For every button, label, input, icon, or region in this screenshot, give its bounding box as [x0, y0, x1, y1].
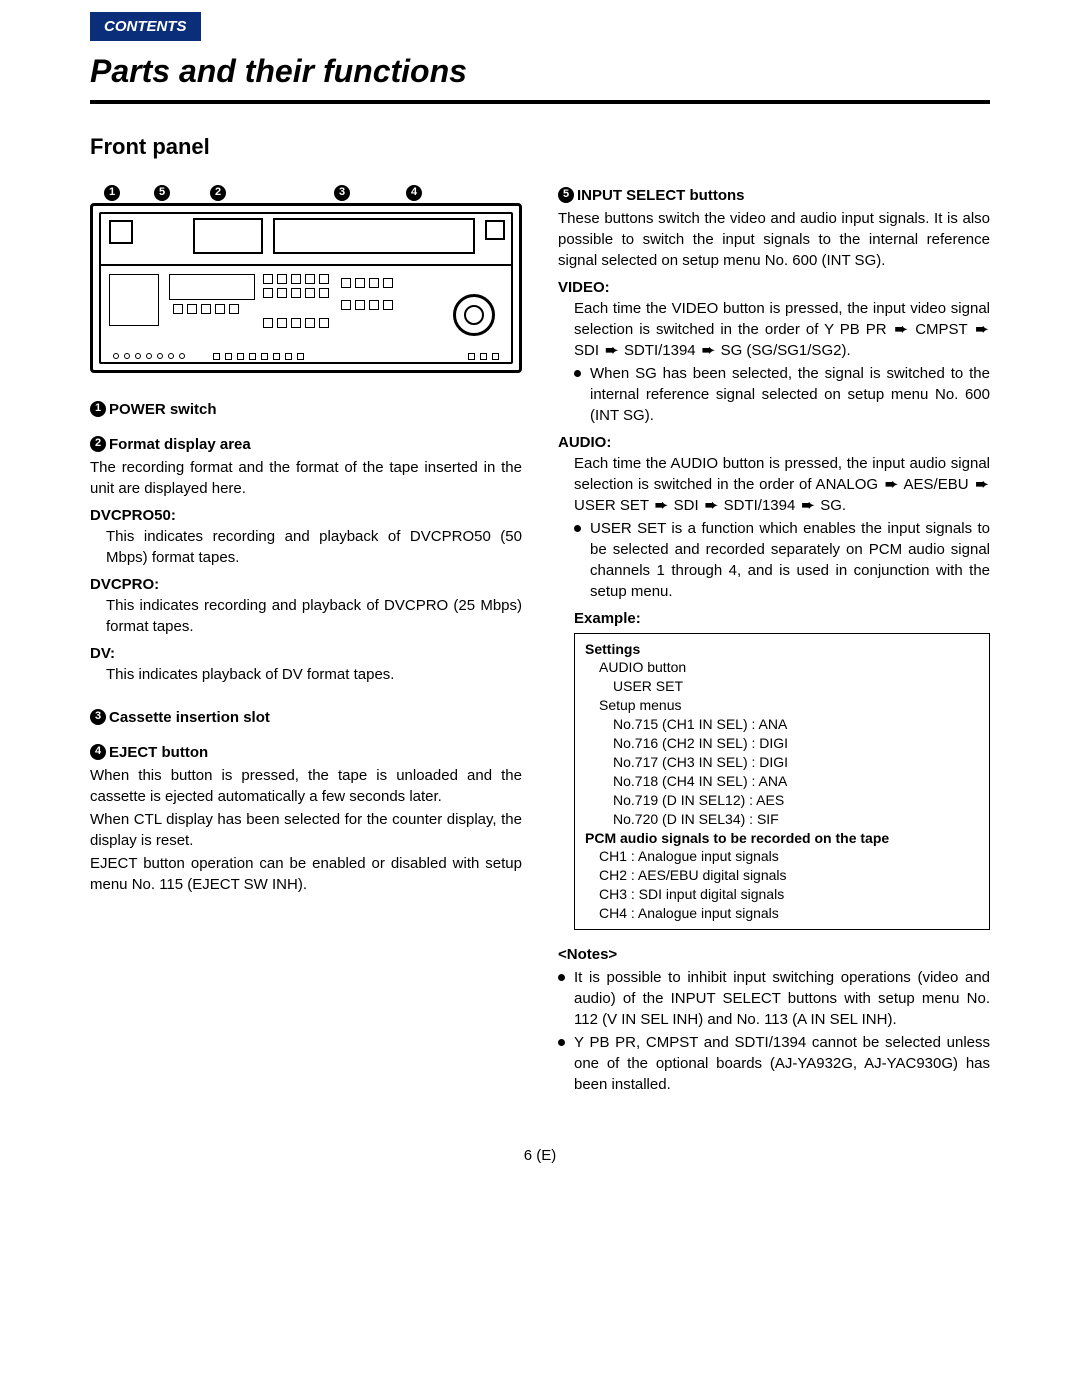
note-2: Y PB PR, CMPST and SDTI/1394 cannot be s… — [558, 1032, 990, 1095]
audio-body: Each time the AUDIO button is pressed, t… — [558, 453, 990, 516]
audio-seq-4: SG. — [820, 497, 846, 514]
example-hdr: Example: — [558, 608, 990, 629]
item-5-header: 5INPUT SELECT buttons — [558, 185, 990, 206]
item-2-title: Format display area — [109, 436, 251, 453]
audio-seq-2: SDI — [674, 497, 699, 514]
note-1: It is possible to inhibit input switchin… — [558, 967, 990, 1030]
item-1-num: 1 — [90, 401, 106, 417]
menu-row: No.716 (CH2 IN SEL) : DIGI — [585, 734, 979, 753]
arrow-icon: ➨ — [653, 497, 670, 514]
audio-seq-1: USER SET — [574, 497, 649, 514]
dvcpro-body: This indicates recording and playback of… — [90, 595, 522, 637]
item-2-header: 2Format display area — [90, 434, 522, 455]
video-seq-2: SDTI/1394 — [624, 342, 696, 359]
item-5-title: INPUT SELECT buttons — [577, 187, 745, 204]
device-outline — [90, 203, 522, 373]
pcm-row: CH3 : SDI input digital signals — [585, 885, 979, 904]
audio-bullets: USER SET is a function which enables the… — [558, 518, 990, 602]
item-5-num: 5 — [558, 187, 574, 203]
page-number: 6 (E) — [90, 1145, 990, 1166]
arrow-icon: ➨ — [973, 321, 990, 338]
audio-bullet-1: USER SET is a function which enables the… — [574, 518, 990, 602]
arrow-icon: ➨ — [800, 497, 817, 514]
item-4-num: 4 — [90, 744, 106, 760]
settings-user-set: USER SET — [585, 677, 979, 696]
callout-num-2: 2 — [210, 185, 226, 201]
front-panel-diagram: 1 5 2 3 4 — [90, 185, 522, 373]
callout-num-3: 3 — [334, 185, 350, 201]
dvcpro-hdr: DVCPRO: — [90, 574, 522, 595]
notes-hdr: <Notes> — [558, 944, 990, 965]
item-4-p1: When this button is pressed, the tape is… — [90, 765, 522, 807]
pcm-row: CH4 : Analogue input signals — [585, 904, 979, 923]
arrow-icon: ➨ — [603, 342, 620, 359]
callout-num-1: 1 — [104, 185, 120, 201]
item-4-p2: When CTL display has been selected for t… — [90, 809, 522, 851]
item-4-p3: EJECT button operation can be enabled or… — [90, 853, 522, 895]
arrow-icon: ➨ — [893, 321, 910, 338]
page-title: Parts and their functions — [90, 49, 990, 104]
dvcpro50-hdr: DVCPRO50: — [90, 505, 522, 526]
menu-row: No.715 (CH1 IN SEL) : ANA — [585, 715, 979, 734]
arrow-icon: ➨ — [973, 476, 990, 493]
menu-row: No.718 (CH4 IN SEL) : ANA — [585, 772, 979, 791]
dv-body: This indicates playback of DV format tap… — [90, 664, 522, 685]
menu-row: No.719 (D IN SEL12) : AES — [585, 791, 979, 810]
item-4-header: 4EJECT button — [90, 742, 522, 763]
callout-num-5: 5 — [154, 185, 170, 201]
item-3-header: 3Cassette insertion slot — [90, 707, 522, 728]
right-column: 5INPUT SELECT buttons These buttons swit… — [558, 185, 990, 1095]
two-column-layout: 1 5 2 3 4 — [90, 185, 990, 1095]
item-4-title: EJECT button — [109, 744, 208, 761]
dvcpro50-body: This indicates recording and playback of… — [90, 526, 522, 568]
menu-row: No.720 (D IN SEL34) : SIF — [585, 810, 979, 829]
contents-tab[interactable]: CONTENTS — [90, 12, 201, 41]
pcm-row: CH2 : AES/EBU digital signals — [585, 866, 979, 885]
audio-seq-0: AES/EBU — [904, 476, 969, 493]
callout-num-4: 4 — [406, 185, 422, 201]
left-column: 1 5 2 3 4 — [90, 185, 522, 1095]
pcm-hdr: PCM audio signals to be recorded on the … — [585, 829, 979, 848]
item-3-num: 3 — [90, 709, 106, 725]
arrow-icon: ➨ — [700, 342, 717, 359]
item-2-body: The recording format and the format of t… — [90, 457, 522, 499]
audio-seq-3: SDTI/1394 — [724, 497, 796, 514]
video-seq-1: SDI — [574, 342, 599, 359]
example-settings-box: Settings AUDIO button USER SET Setup men… — [574, 633, 990, 930]
menu-row: No.717 (CH3 IN SEL) : DIGI — [585, 753, 979, 772]
dv-hdr: DV: — [90, 643, 522, 664]
item-5-intro: These buttons switch the video and audio… — [558, 208, 990, 271]
video-seq-3: SG (SG/SG1/SG2). — [721, 342, 851, 359]
audio-hdr: AUDIO: — [558, 432, 990, 453]
video-seq-0: CMPST — [915, 321, 967, 338]
item-3-title: Cassette insertion slot — [109, 709, 270, 726]
arrow-icon: ➨ — [703, 497, 720, 514]
item-2-num: 2 — [90, 436, 106, 452]
video-bullets: When SG has been selected, the signal is… — [558, 363, 990, 426]
settings-setup-menus: Setup menus — [585, 696, 979, 715]
pcm-row: CH1 : Analogue input signals — [585, 847, 979, 866]
item-1-header: 1POWER switch — [90, 399, 522, 420]
item-1-title: POWER switch — [109, 401, 217, 418]
notes-list: It is possible to inhibit input switchin… — [558, 967, 990, 1095]
section-title: Front panel — [90, 132, 990, 163]
video-body: Each time the VIDEO button is pressed, t… — [558, 298, 990, 361]
arrow-icon: ➨ — [883, 476, 900, 493]
settings-hdr: Settings — [585, 640, 979, 659]
video-hdr: VIDEO: — [558, 277, 990, 298]
video-bullet-1: When SG has been selected, the signal is… — [574, 363, 990, 426]
settings-audio-button: AUDIO button — [585, 658, 979, 677]
page: CONTENTS Parts and their functions Front… — [0, 0, 1080, 1206]
